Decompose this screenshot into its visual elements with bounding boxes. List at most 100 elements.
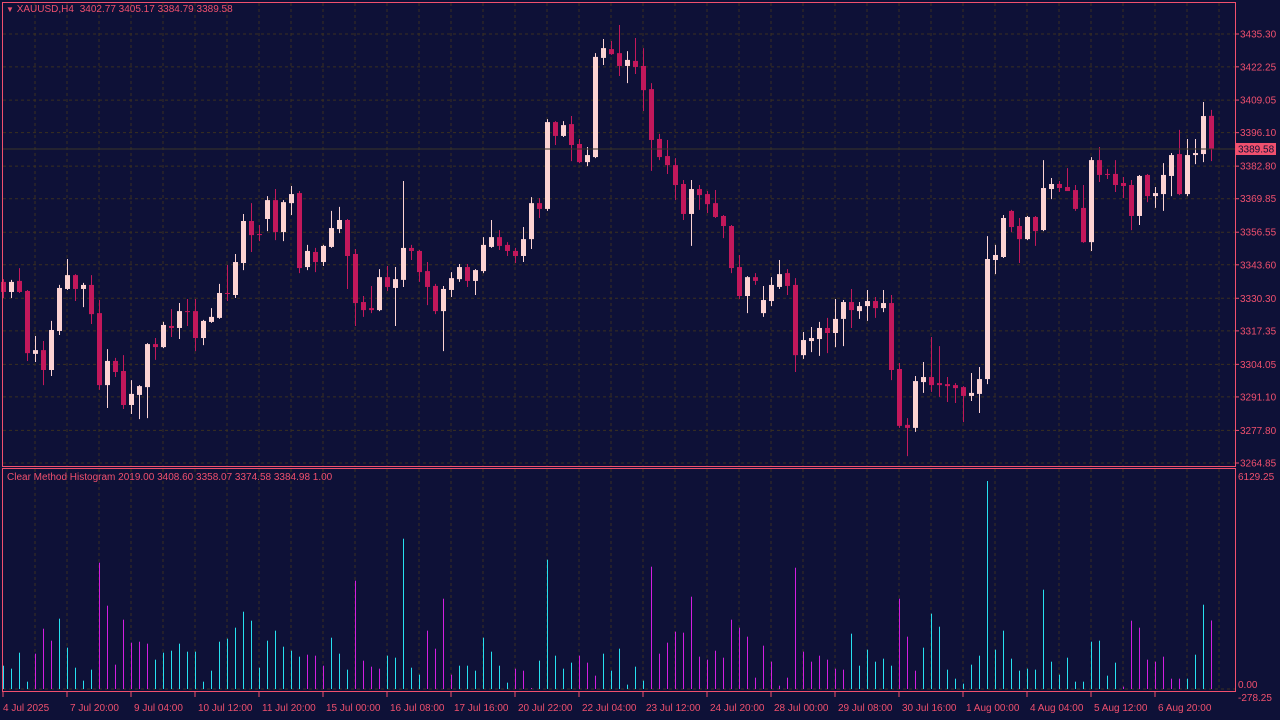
candle — [577, 138, 582, 164]
candle-body — [753, 277, 758, 281]
histogram-bar — [1155, 661, 1156, 689]
candle — [785, 269, 790, 295]
histogram-bar — [1051, 661, 1052, 689]
histogram-bar — [651, 566, 652, 689]
candle — [337, 206, 342, 234]
histogram-bar — [827, 659, 828, 689]
histogram-bar — [1139, 627, 1140, 689]
symbol-menu-triangle-icon[interactable]: ▼ — [6, 5, 14, 14]
candle-body — [921, 377, 926, 383]
candle — [545, 119, 550, 211]
candle-body — [65, 275, 70, 289]
candle-body — [81, 284, 86, 289]
candle-body — [537, 203, 542, 209]
candle — [249, 203, 254, 252]
histogram-bar — [1083, 681, 1084, 689]
symbol-timeframe-label: XAUUSD,H4 — [16, 4, 74, 15]
candle — [1177, 129, 1182, 196]
candle — [465, 264, 470, 287]
candle — [753, 273, 758, 285]
histogram-bar — [659, 653, 660, 689]
indicator-max-label: 6129.25 — [1238, 472, 1275, 483]
candle — [297, 191, 302, 274]
candle-body — [17, 280, 22, 292]
histogram-bar — [403, 538, 404, 689]
histogram-bar — [1115, 662, 1116, 689]
candle-body — [1097, 160, 1102, 175]
histogram-bar — [51, 640, 52, 689]
candle-body — [401, 247, 406, 280]
candle-body — [729, 226, 734, 269]
histogram-bar — [1195, 654, 1196, 689]
candle — [585, 147, 590, 167]
candle-body — [145, 344, 150, 388]
candle — [73, 274, 78, 302]
candle-body — [1209, 115, 1214, 150]
histogram-bar — [699, 656, 700, 689]
candle — [1113, 160, 1118, 193]
candle-body — [953, 385, 958, 389]
histogram-bar — [931, 613, 932, 689]
histogram-bar — [91, 669, 92, 689]
histogram-bar — [107, 605, 108, 689]
histogram-bar — [435, 648, 436, 689]
histogram-bar — [867, 649, 868, 689]
main-chart-frame — [2, 2, 1236, 467]
candle — [1193, 138, 1198, 165]
histogram-bar — [267, 640, 268, 689]
candle — [505, 242, 510, 256]
histogram-bar — [755, 677, 756, 689]
candle — [369, 285, 374, 314]
price-tick-label: 3422.25 — [1240, 62, 1277, 73]
candle-body — [857, 306, 862, 312]
chart-header: ▼ XAUUSD,H4 3402.77 3405.17 3384.79 3389… — [6, 4, 233, 15]
candle — [1161, 163, 1166, 211]
histogram-bar — [691, 596, 692, 689]
candle — [1121, 176, 1126, 199]
histogram-bar — [315, 655, 316, 689]
candle-body — [849, 302, 854, 311]
candle — [593, 53, 598, 159]
candle-body — [697, 189, 702, 196]
candle-body — [1153, 193, 1158, 197]
candle — [1089, 157, 1094, 251]
candle — [1145, 173, 1150, 203]
candle — [113, 357, 118, 378]
histogram-bar — [443, 598, 444, 689]
histogram-bar — [611, 670, 612, 689]
candle-body — [1081, 207, 1086, 243]
candle-body — [945, 384, 950, 387]
histogram-bar — [955, 678, 956, 689]
candle-body — [97, 313, 102, 386]
histogram-bar — [1099, 640, 1100, 689]
histogram-bar — [1075, 681, 1076, 689]
candle-body — [529, 203, 534, 240]
histogram-bar — [875, 661, 876, 689]
histogram-bar — [67, 647, 68, 689]
histogram-bar — [395, 657, 396, 689]
price-tick-label: 3396.10 — [1240, 128, 1277, 139]
candle — [745, 276, 750, 314]
candle-body — [513, 250, 518, 256]
histogram-bar — [1179, 678, 1180, 689]
time-tick-label: 28 Jul 00:00 — [774, 703, 829, 714]
candle — [793, 278, 798, 373]
candle-body — [889, 303, 894, 371]
candle-body — [225, 292, 230, 294]
histogram-bar — [195, 651, 196, 689]
candlestick-series — [1, 24, 1214, 457]
candle-body — [745, 277, 750, 297]
candle — [705, 191, 710, 213]
histogram-bar — [907, 636, 908, 689]
histogram-bar — [603, 653, 604, 689]
histogram-bar — [531, 688, 532, 689]
histogram-bar — [843, 669, 844, 689]
candle — [177, 303, 182, 340]
candle-body — [609, 49, 614, 55]
candle-body — [433, 285, 438, 312]
histogram-bar — [899, 598, 900, 689]
histogram-bar — [1163, 656, 1164, 689]
candle — [265, 196, 270, 232]
candle-body — [33, 350, 38, 354]
